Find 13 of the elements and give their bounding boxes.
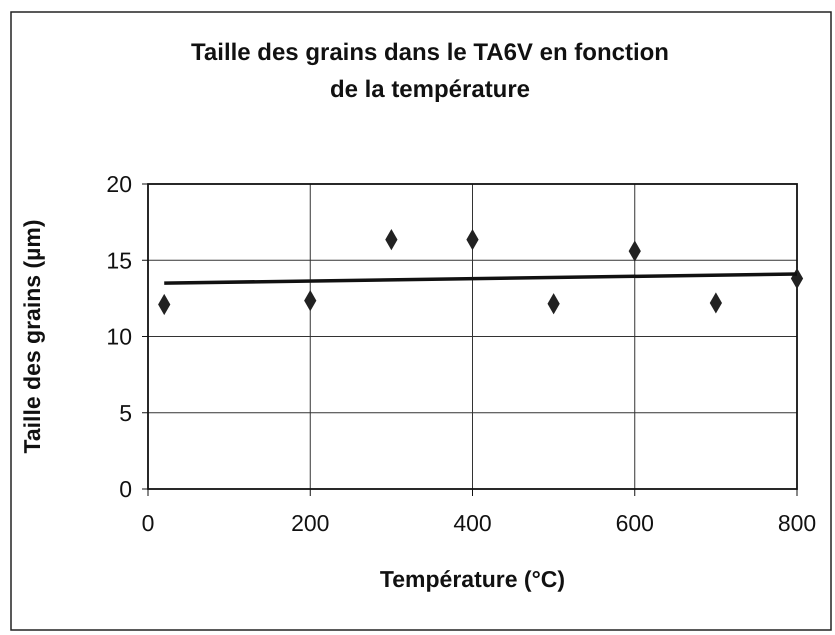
y-axis-title: Taille des grains (µm) <box>19 220 45 454</box>
x-axis-title: Température (°C) <box>380 566 566 592</box>
x-tick-label: 600 <box>616 510 654 536</box>
x-tick-label: 400 <box>453 510 492 536</box>
x-tick-label: 0 <box>142 510 154 536</box>
y-tick-label: 5 <box>119 400 132 426</box>
x-tick-label: 800 <box>778 510 816 536</box>
x-tick-label: 200 <box>291 510 330 536</box>
y-tick-label: 15 <box>106 247 132 274</box>
chart-title: Taille des grains dans le TA6V en fonction de la température <box>191 39 669 103</box>
y-tick-label: 10 <box>106 324 132 350</box>
y-tick-label: 20 <box>106 171 132 197</box>
y-tick-label: 0 <box>119 476 132 502</box>
